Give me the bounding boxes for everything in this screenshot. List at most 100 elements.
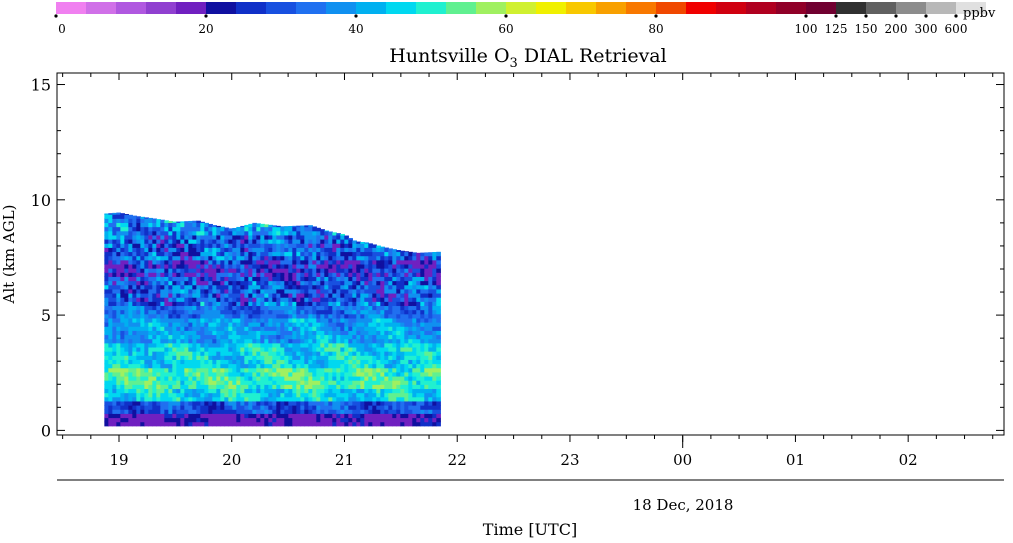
heatmap-cell: [220, 380, 225, 385]
heatmap-cell: [304, 405, 309, 410]
heatmap-cell: [328, 276, 333, 282]
heatmap-cell: [172, 371, 177, 377]
heatmap-cell: [196, 346, 201, 352]
heatmap-cell: [344, 334, 349, 340]
heatmap-cell: [296, 392, 301, 398]
heatmap-cell: [260, 247, 265, 253]
heatmap-cell: [128, 247, 133, 253]
heatmap-cell: [324, 247, 329, 253]
heatmap-cell: [188, 276, 193, 282]
heatmap-cell: [280, 280, 285, 286]
heatmap-cell: [188, 363, 193, 369]
heatmap-cell: [164, 326, 169, 331]
heatmap-cell: [236, 263, 241, 269]
heatmap-cell: [196, 226, 201, 232]
heatmap-cell: [344, 405, 349, 410]
heatmap-cell: [344, 272, 349, 277]
heatmap-cell: [384, 367, 389, 373]
heatmap-cell: [128, 367, 133, 373]
heatmap-cell: [152, 255, 157, 261]
heatmap-cell: [324, 259, 329, 265]
heatmap-cell: [336, 263, 341, 269]
heatmap-cell: [272, 268, 277, 273]
heatmap-cell: [148, 222, 153, 228]
heatmap-cell: [248, 367, 253, 373]
heatmap-cell: [232, 313, 237, 319]
heatmap-cell: [360, 388, 365, 394]
heatmap-cell: [388, 301, 393, 307]
heatmap-cell: [216, 405, 221, 410]
heatmap-cell: [400, 421, 405, 427]
heatmap-cell: [336, 322, 341, 327]
heatmap-cell: [220, 243, 225, 248]
heatmap-cell: [332, 413, 337, 419]
heatmap-cell: [288, 309, 293, 315]
heatmap-cell: [156, 239, 161, 244]
heatmap-cell: [364, 380, 369, 385]
heatmap-cell: [164, 292, 169, 298]
heatmap-cell: [360, 301, 365, 307]
heatmap-cell: [340, 301, 345, 307]
heatmap-cell: [324, 284, 329, 290]
heatmap-cell: [256, 247, 261, 253]
heatmap-cell: [356, 359, 361, 365]
heatmap-cell: [332, 234, 337, 240]
heatmap-cell: [280, 272, 285, 277]
heatmap-cell: [264, 322, 269, 327]
heatmap-cell: [112, 301, 117, 307]
heatmap-cell: [416, 309, 421, 315]
heatmap-cell: [256, 346, 261, 352]
heatmap-cell: [412, 301, 417, 307]
heatmap-cell: [164, 392, 169, 398]
heatmap-cell: [288, 392, 293, 398]
heatmap-cell: [272, 392, 277, 398]
heatmap-cell: [408, 375, 413, 381]
heatmap-cell: [220, 367, 225, 373]
heatmap-cell: [392, 334, 397, 340]
heatmap-cell: [332, 284, 337, 290]
heatmap-cell: [296, 380, 301, 385]
heatmap-cell: [284, 284, 289, 290]
heatmap-cell: [296, 421, 301, 427]
heatmap-cell: [116, 259, 121, 265]
heatmap-cell: [200, 276, 205, 282]
heatmap-cell: [416, 259, 421, 265]
heatmap-cell: [256, 230, 261, 236]
heatmap-cell: [400, 400, 405, 406]
heatmap-cell: [188, 322, 193, 327]
heatmap-cell: [188, 284, 193, 290]
heatmap-cell: [192, 243, 197, 248]
heatmap-cell: [376, 309, 381, 315]
heatmap-cell: [416, 359, 421, 365]
heatmap-cell: [400, 330, 405, 336]
heatmap-cell: [204, 259, 209, 265]
heatmap-cell: [132, 305, 137, 311]
heatmap-cell: [120, 247, 125, 253]
heatmap-cell: [240, 234, 245, 240]
heatmap-cell: [248, 384, 253, 390]
heatmap-cell: [308, 413, 313, 419]
heatmap-cell: [212, 400, 217, 406]
heatmap-cell: [164, 220, 169, 224]
heatmap-cell: [244, 388, 249, 394]
heatmap-cell: [420, 259, 425, 265]
heatmap-cell: [436, 326, 441, 331]
heatmap-cell: [328, 396, 333, 402]
heatmap-cell: [344, 313, 349, 319]
heatmap-cell: [156, 334, 161, 340]
heatmap-cell: [408, 330, 413, 336]
heatmap-cell: [240, 230, 245, 236]
heatmap-cell: [172, 301, 177, 307]
heatmap-cell: [220, 322, 225, 327]
heatmap-cell: [312, 251, 317, 257]
heatmap-cell: [184, 330, 189, 336]
heatmap-cell: [336, 313, 341, 319]
heatmap-cell: [160, 263, 165, 269]
heatmap-cell: [416, 384, 421, 390]
heatmap-cell: [280, 305, 285, 311]
heatmap-cell: [160, 226, 165, 232]
heatmap-cell: [340, 247, 345, 253]
heatmap-cell: [216, 346, 221, 352]
heatmap-cell: [212, 371, 217, 377]
heatmap-cell: [352, 259, 357, 265]
